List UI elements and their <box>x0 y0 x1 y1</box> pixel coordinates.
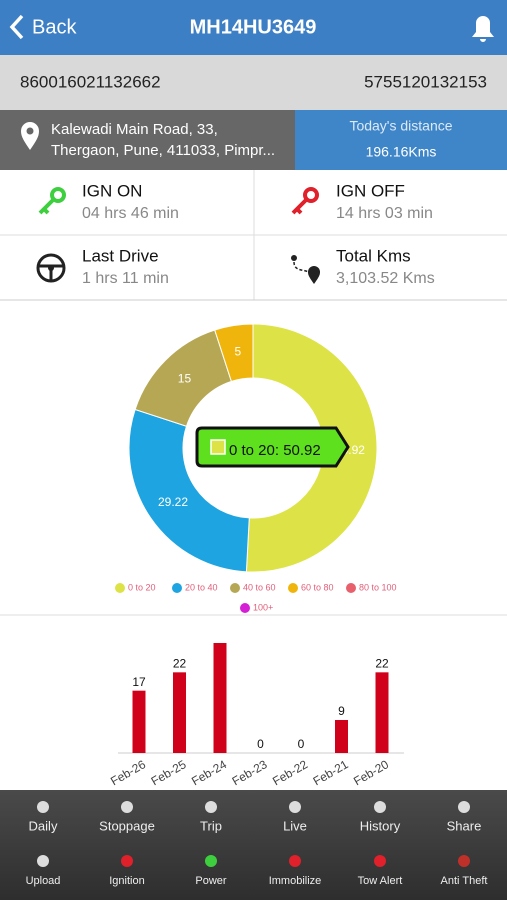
nav-icon[interactable] <box>289 855 301 867</box>
nav-icon[interactable] <box>121 855 133 867</box>
bar-label: 0 <box>257 737 264 751</box>
nav-icon[interactable] <box>121 801 133 813</box>
x-tick-label: Feb-25 <box>149 757 189 788</box>
x-tick-label: Feb-22 <box>270 757 310 788</box>
nav-label[interactable]: Share <box>447 818 482 833</box>
nav-icon[interactable] <box>374 855 386 867</box>
bar <box>213 643 227 753</box>
bell-icon[interactable] <box>472 16 494 42</box>
x-tick-label: Feb-21 <box>311 757 351 788</box>
distance-label: Today's distance <box>349 118 452 134</box>
nav-label[interactable]: Trip <box>200 818 222 833</box>
legend-label: 0 to 20 <box>128 582 156 592</box>
legend-label: 20 to 40 <box>185 582 218 592</box>
donut-slice <box>245 323 378 573</box>
bar <box>132 690 146 753</box>
nav-icon[interactable] <box>37 855 49 867</box>
nav-label[interactable]: Anti Theft <box>441 875 488 887</box>
nav-icon[interactable] <box>37 801 49 813</box>
bar-label: 22 <box>173 657 187 671</box>
legend-label: 40 to 60 <box>243 582 276 592</box>
tooltip <box>195 426 350 468</box>
bar <box>173 672 186 753</box>
stat-label: Last Drive <box>82 246 159 265</box>
slice-label: 15 <box>178 372 192 386</box>
nav-label[interactable]: Ignition <box>109 875 144 887</box>
legend-dot <box>115 583 125 593</box>
x-tick-label: Feb-20 <box>351 757 391 788</box>
bar <box>335 720 348 753</box>
x-tick-label: Feb-23 <box>230 757 270 788</box>
bar-label: 9 <box>338 704 345 718</box>
nav-label[interactable]: Immobilize <box>269 875 322 887</box>
route-icon <box>291 255 320 284</box>
imei: 860016021132662 <box>20 72 161 91</box>
legend-label: 80 to 100 <box>359 582 397 592</box>
nav-icon[interactable] <box>205 855 217 867</box>
donut-slice <box>128 408 250 573</box>
key-on-icon <box>38 187 66 215</box>
tooltip-text: 0 to 20: 50.92 <box>229 442 321 459</box>
bar-label: 17 <box>132 675 146 689</box>
nav-label[interactable]: Tow Alert <box>358 875 403 887</box>
nav-label[interactable]: Live <box>283 818 307 833</box>
bar-label: 0 <box>298 737 305 751</box>
legend-dot <box>230 583 240 593</box>
address-box <box>0 110 295 170</box>
sim: 5755120132153 <box>364 72 487 91</box>
nav-label[interactable]: Upload <box>26 875 61 887</box>
donut-slice <box>214 323 254 383</box>
nav-label[interactable]: Power <box>195 875 227 887</box>
slice-label: 29.22 <box>158 495 188 509</box>
bar <box>375 672 389 753</box>
header <box>0 0 507 55</box>
legend-dot <box>240 603 250 613</box>
nav-icon[interactable] <box>289 801 301 813</box>
nav-icon[interactable] <box>458 855 470 867</box>
address-line: Thergaon, Pune, 411033, Pimpr... <box>51 142 275 159</box>
key-off-icon <box>291 187 319 215</box>
id-bar <box>0 55 507 110</box>
nav-label[interactable]: Stoppage <box>99 818 155 833</box>
x-tick-label: Feb-24 <box>189 757 229 788</box>
stat-label: Total Kms <box>336 246 411 265</box>
back-icon[interactable] <box>9 14 24 40</box>
stat-value: 04 hrs 46 min <box>82 205 179 222</box>
stat-value: 3,103.52 Kms <box>336 270 435 287</box>
pin-dot <box>26 127 34 135</box>
tooltip-swatch <box>210 439 226 455</box>
nav-icon[interactable] <box>458 801 470 813</box>
nav-label[interactable]: Daily <box>29 818 58 833</box>
nav-label[interactable]: History <box>360 818 401 833</box>
steering-icon <box>36 253 66 283</box>
legend-label: 100+ <box>253 602 273 612</box>
bottom-nav <box>0 790 507 900</box>
distance-value: 196.16Kms <box>366 144 437 160</box>
x-tick-label: Feb-26 <box>108 757 148 788</box>
address-line: Kalewadi Main Road, 33, <box>51 121 218 138</box>
stat-label: IGN ON <box>82 181 142 200</box>
legend-dot <box>172 583 182 593</box>
nav-icon[interactable] <box>374 801 386 813</box>
title: MH14HU3649 <box>190 16 317 38</box>
legend-dot <box>346 583 356 593</box>
back-button[interactable]: Back <box>32 16 77 38</box>
distance-box <box>295 110 507 170</box>
stat-value: 14 hrs 03 min <box>336 205 433 222</box>
pin-icon <box>21 122 39 150</box>
stat-label: IGN OFF <box>336 181 405 200</box>
nav-icon[interactable] <box>205 801 217 813</box>
legend-label: 60 to 80 <box>301 582 334 592</box>
legend-dot <box>288 583 298 593</box>
bar-label: 22 <box>375 657 389 671</box>
slice-label: 5 <box>235 344 242 358</box>
stat-value: 1 hrs 11 min <box>82 270 169 287</box>
